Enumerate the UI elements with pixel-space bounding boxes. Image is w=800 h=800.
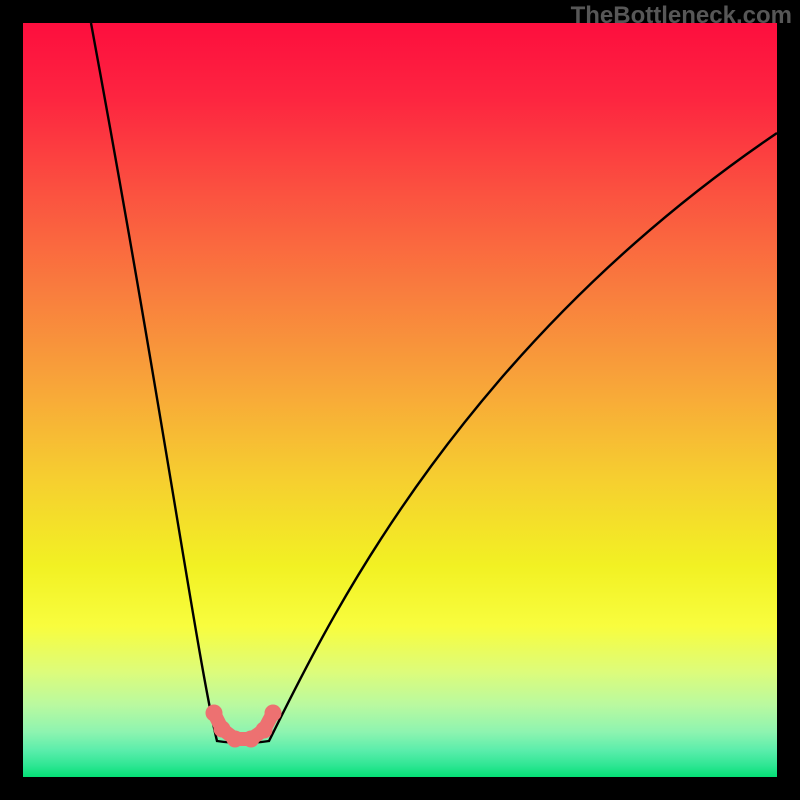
- minimum-dot: [265, 705, 282, 722]
- minimum-dot: [227, 731, 244, 748]
- watermark-text: TheBottleneck.com: [571, 2, 792, 30]
- bottleneck-chart: [0, 0, 800, 800]
- minimum-dot: [206, 705, 223, 722]
- gradient-background: [23, 23, 777, 777]
- minimum-dot: [256, 722, 273, 739]
- chart-frame: TheBottleneck.com: [0, 0, 800, 800]
